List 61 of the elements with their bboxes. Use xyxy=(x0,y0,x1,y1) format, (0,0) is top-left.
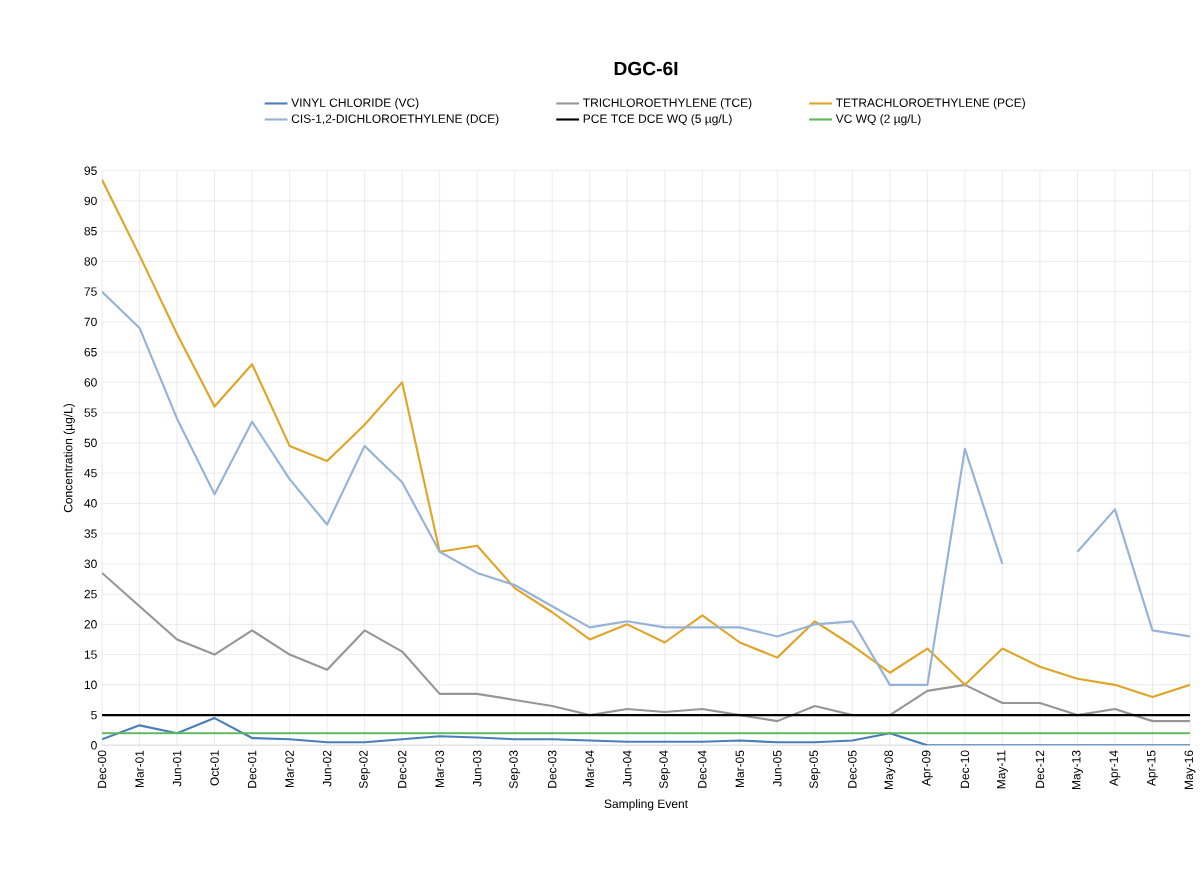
y-tick-label: 25 xyxy=(84,590,97,599)
legend-label: VINYL CHLORIDE (VC) xyxy=(291,98,419,110)
x-tick-label: Dec-00 xyxy=(97,750,107,788)
x-tick-label: Sep-05 xyxy=(809,750,821,789)
y-tick-label: 60 xyxy=(84,378,97,387)
x-tick-label: Dec-05 xyxy=(848,750,857,788)
y-tick-label: 85 xyxy=(84,227,97,236)
x-tick-label: Jun-05 xyxy=(773,750,782,787)
legend-label: TRICHLOROETHYLENE (TCE) xyxy=(583,98,752,110)
x-tick-label: May-11 xyxy=(997,750,1008,789)
x-tick-label: Apr-09 xyxy=(921,750,933,787)
y-tick-label: 75 xyxy=(84,287,97,297)
y-tick-label: 5 xyxy=(91,711,97,720)
y-tick-label: 95 xyxy=(84,166,97,176)
x-tick-label: May-16 xyxy=(1184,750,1196,790)
x-tick-label: Apr-14 xyxy=(1109,750,1121,787)
x-tick-label: Jun-02 xyxy=(322,750,332,787)
legend-label: TETRACHLOROETHYLENE (PCE) xyxy=(835,98,1025,110)
x-tick-label: Dec-03 xyxy=(547,750,557,788)
chart-title: DGC-6I xyxy=(614,61,678,76)
x-tick-label: Dec-10 xyxy=(960,750,970,788)
x-tick-label: Jun-04 xyxy=(622,750,632,787)
legend-label: VC WQ (2 µg/L) xyxy=(835,114,921,126)
x-tick-label: Dec-04 xyxy=(698,750,707,788)
y-tick-label: 70 xyxy=(84,317,97,327)
y-tick-label: 80 xyxy=(84,257,97,266)
y-tick-label: 90 xyxy=(84,196,97,206)
x-tick-label: Apr-15 xyxy=(1147,750,1158,787)
x-tick-label: Mar-02 xyxy=(285,750,294,788)
y-tick-label: 0 xyxy=(91,741,97,750)
x-tick-label: Jun-01 xyxy=(172,750,182,787)
x-tick-label: Dec-02 xyxy=(397,750,407,788)
y-tick-label: 15 xyxy=(84,650,97,659)
y-tick-label: 40 xyxy=(84,499,97,508)
legend-label: CIS-1,2-DICHLOROETHYLENE (DCE) xyxy=(291,114,499,126)
y-tick-label: 20 xyxy=(84,620,97,629)
x-tick-label: Dec-12 xyxy=(1035,750,1045,788)
x-tick-label: May-13 xyxy=(1072,750,1083,790)
line-series xyxy=(102,178,1190,699)
x-tick-label: Mar-01 xyxy=(135,750,144,788)
x-tick-label: Jun-03 xyxy=(472,750,482,787)
y-tick-label: 45 xyxy=(84,469,97,478)
y-tick-label: 30 xyxy=(84,559,97,569)
y-tick-label: 35 xyxy=(84,529,97,539)
y-tick-label: 55 xyxy=(84,408,97,417)
y-tick-label: 65 xyxy=(84,348,97,357)
legend-label: PCE TCE DCE WQ (5 µg/L) xyxy=(583,114,732,126)
x-tick-label: Sep-04 xyxy=(659,750,671,789)
x-tick-label: Dec-01 xyxy=(247,750,257,788)
x-tick-label: Mar-03 xyxy=(435,750,444,788)
x-tick-label: Mar-05 xyxy=(735,750,745,788)
x-axis-title: Sampling Event xyxy=(604,799,688,811)
y-axis-title: Concentration (µg/L) xyxy=(63,404,75,513)
x-tick-label: Sep-02 xyxy=(359,750,371,789)
x-tick-label: Mar-04 xyxy=(585,750,594,788)
x-tick-label: Sep-03 xyxy=(509,750,521,789)
x-tick-label: Oct-01 xyxy=(210,750,219,786)
x-tick-label: May-08 xyxy=(884,750,896,790)
y-tick-label: 10 xyxy=(84,680,97,690)
y-tick-label: 50 xyxy=(84,438,97,448)
line-series xyxy=(102,572,1190,723)
